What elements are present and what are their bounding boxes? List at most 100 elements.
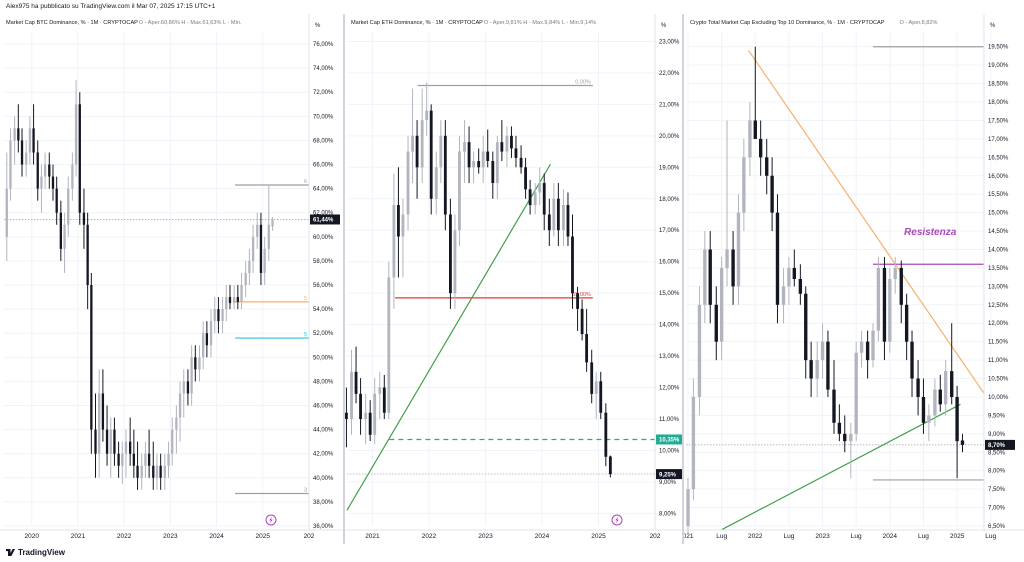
candle-body xyxy=(90,285,93,430)
btc-chart-canvas[interactable]: 5 5 6 3 76,00% 74,00% 72,00% 70,00% 68,00% 66,00%… xyxy=(0,14,343,544)
y-tick-label: 58,00% xyxy=(313,259,334,265)
candle-body xyxy=(594,381,598,394)
x-tick-label: 2022 xyxy=(422,533,437,540)
candle-body xyxy=(552,198,556,231)
candle-body xyxy=(770,175,774,213)
ohlc-readout: O - Aper.60,86% H - Max.61,63% L - Min. xyxy=(139,20,242,26)
candle-body xyxy=(538,183,542,193)
candle-body xyxy=(5,188,8,237)
candle-body xyxy=(585,334,589,363)
candle-body xyxy=(528,189,532,206)
candle-body xyxy=(775,212,780,305)
level-label: 5 xyxy=(304,296,307,302)
candle-body xyxy=(859,341,864,353)
candle-body xyxy=(443,135,447,215)
candle-body xyxy=(547,214,551,231)
candle-body xyxy=(899,267,903,305)
price-badge xyxy=(310,214,340,225)
candle-body xyxy=(960,440,965,445)
candle-body xyxy=(893,267,897,279)
publish-info: Alex975 ha pubblicato su TradingView.com… xyxy=(6,3,216,10)
eth-dominance-chart[interactable]: 0,00% 55,00% 23,00% 22,00% 21,00% 20,00% 19,00… xyxy=(345,14,682,544)
y-tick-label: 10,00% xyxy=(659,448,680,454)
candle-body xyxy=(792,267,796,279)
x-tick-label: 2021 xyxy=(71,533,86,540)
trend-line xyxy=(346,163,551,511)
y-tick-label: 60,00% xyxy=(313,235,334,241)
y-tick-label: 68,00% xyxy=(313,138,334,144)
y-tick-label: 10,50% xyxy=(988,377,1009,383)
candle-body xyxy=(228,297,232,304)
btc-dominance-chart[interactable]: 5 5 6 3 76,00% 74,00% 72,00% 70,00% 68,00% 66,00%… xyxy=(0,14,343,544)
candle-body xyxy=(556,198,560,231)
y-tick-label: 17,50% xyxy=(988,118,1009,124)
candle-body xyxy=(491,161,495,184)
y-tick-label: 38,00% xyxy=(313,500,334,506)
eth-chart-canvas[interactable]: 0,00% 55,00% 23,00% 22,00% 21,00% 20,00% 19,00… xyxy=(345,14,682,544)
y-tick-label: 12,00% xyxy=(988,321,1009,327)
tradingview-logo[interactable]: TradingView xyxy=(6,548,65,557)
candle-body xyxy=(251,236,255,261)
candle-body xyxy=(82,212,86,225)
y-tick-label: 8,50% xyxy=(988,450,1006,456)
candle-body xyxy=(13,128,16,141)
chart-title: Market Cap ETH Dominance, % · 1M · CRYPT… xyxy=(351,20,483,26)
y-tick-label: 6,50% xyxy=(988,524,1006,530)
candle-body xyxy=(373,393,377,435)
candle-body xyxy=(182,381,185,394)
x-tick-label: 2024 xyxy=(535,533,550,540)
candle-body xyxy=(843,433,847,442)
candle-body xyxy=(758,138,763,158)
candle-body xyxy=(171,429,174,454)
panel-divider[interactable] xyxy=(343,14,345,544)
candle-body xyxy=(524,167,527,190)
candle-body xyxy=(271,219,274,227)
candle-body xyxy=(686,489,690,526)
y-tick-label: 11,00% xyxy=(659,417,680,423)
x-tick-label: Lug xyxy=(716,533,727,540)
y-tick-label: 15,00% xyxy=(988,211,1009,217)
y-tick-label: 10,00% xyxy=(988,395,1009,401)
price-badge xyxy=(656,434,682,445)
candle-body xyxy=(152,465,155,478)
candle-body xyxy=(804,293,808,361)
candle-body xyxy=(59,212,62,249)
candle-body xyxy=(943,371,948,405)
candle-body xyxy=(9,140,12,189)
y-tick-label: 11,00% xyxy=(988,358,1009,364)
y-tick-label: 8,00% xyxy=(659,511,677,517)
x-tick-label: 2021 xyxy=(365,533,380,540)
ohlc-readout: O - Aper.8,82% xyxy=(900,20,938,26)
candle-body xyxy=(147,453,151,466)
candle-body xyxy=(256,224,259,237)
x-tick-label: 2022 xyxy=(117,533,132,540)
panel-divider[interactable] xyxy=(682,14,684,544)
others-dominance-chart[interactable]: 19,50% 19,00% 18,50% 18,00% 17,50% 17,00% 16,5… xyxy=(684,14,1024,544)
chart-title: Market Cap BTC Dominance, % · 1M · CRYPT… xyxy=(6,20,138,26)
y-tick-label: 7,00% xyxy=(988,506,1006,512)
y-tick-label: 12,50% xyxy=(988,303,1009,309)
y-tick-label: 9,00% xyxy=(988,432,1006,438)
candle-body xyxy=(167,453,170,466)
candle-body xyxy=(938,389,942,405)
y-tick-label: 22,00% xyxy=(659,71,680,77)
price-badge-label: 61,44% xyxy=(313,218,334,224)
candle-body xyxy=(163,465,166,478)
candle-body xyxy=(731,249,735,287)
y-tick-label: 19,00% xyxy=(988,63,1009,69)
lightning-bolt-icon xyxy=(269,516,273,524)
candle-body xyxy=(458,151,461,231)
candle-body xyxy=(486,151,490,162)
level-label: 0,00% xyxy=(575,79,591,85)
x-tick-label: Lug xyxy=(985,533,996,540)
candle-body xyxy=(155,465,159,478)
candle-body xyxy=(397,205,400,237)
candle-body xyxy=(244,272,247,286)
candle-body xyxy=(562,205,565,231)
candle-body xyxy=(263,248,266,273)
candle-body xyxy=(364,412,368,420)
candle-body xyxy=(599,381,603,413)
y-tick-label: 13,00% xyxy=(659,354,680,360)
others-chart-canvas[interactable]: 19,50% 19,00% 18,50% 18,00% 17,50% 17,00% 16,5… xyxy=(684,14,1024,544)
level-label: 3 xyxy=(304,487,307,493)
